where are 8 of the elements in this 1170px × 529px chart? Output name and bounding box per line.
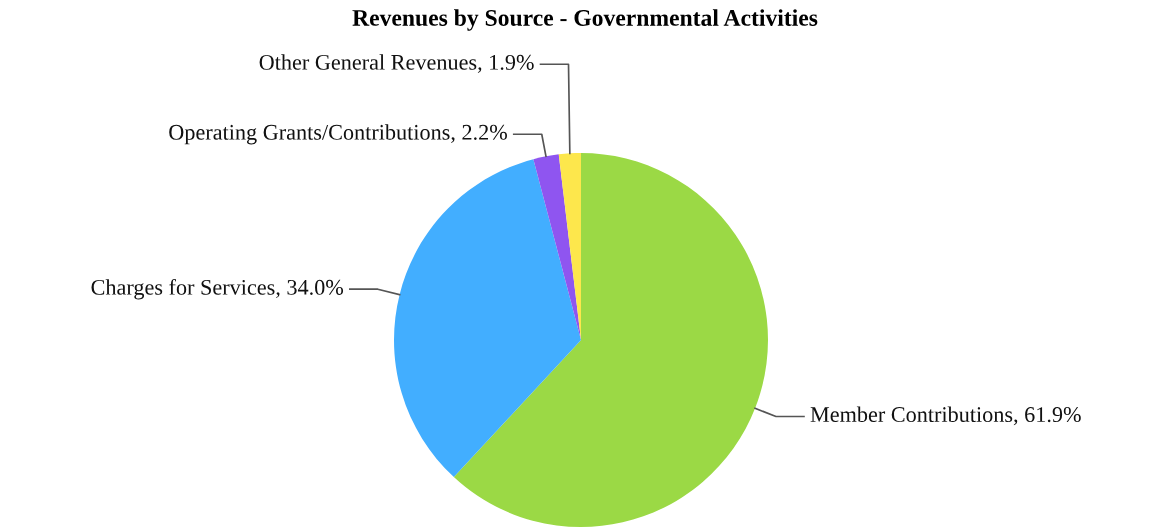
slice-label: Charges for Services, 34.0% — [91, 278, 344, 300]
chart-title: Revenues by Source - Governmental Activities — [352, 9, 818, 31]
slice-label: Other General Revenues, 1.9% — [259, 54, 534, 74]
slice-label: Operating Grants/Contributions, 2.2% — [169, 124, 507, 145]
pie-slice — [533, 154, 581, 340]
pie-slice — [394, 159, 581, 478]
pie-slice — [453, 153, 768, 527]
slice-label: Member Contributions, 61.9% — [810, 406, 1081, 426]
